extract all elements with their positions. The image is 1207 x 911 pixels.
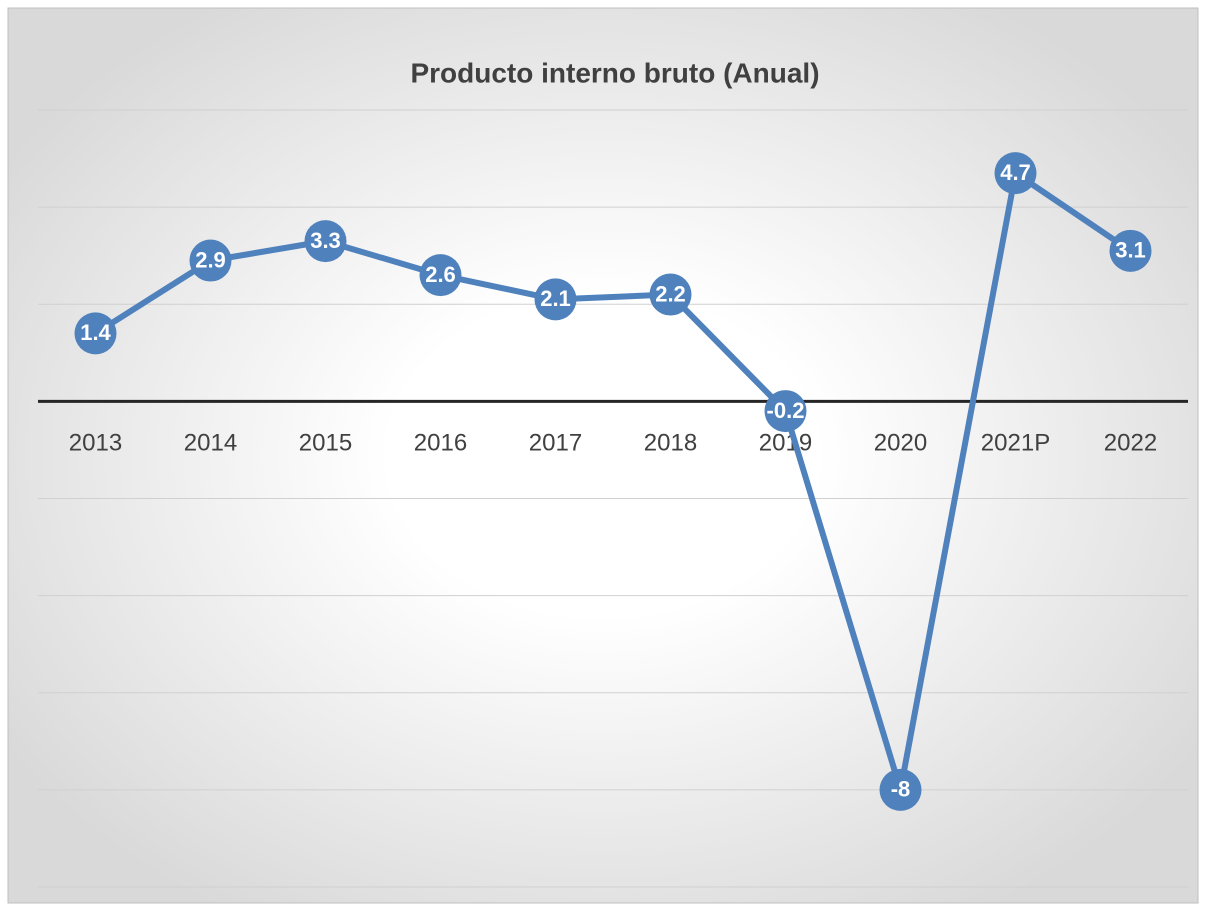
- grid: [38, 109, 1188, 888]
- data-label: -8: [891, 777, 911, 802]
- data-label: 2.1: [540, 286, 571, 311]
- chart-title: Producto interno bruto (Anual): [410, 57, 819, 88]
- data-line: [93, 170, 1133, 793]
- data-point: [534, 278, 577, 321]
- x-tick-label: 2022: [1104, 430, 1157, 457]
- x-labels: 2013 2014 2015 2016 2017 2018 2019 2020 2021P 202…: [69, 430, 1157, 457]
- data-label: 2.2: [655, 281, 686, 306]
- data-point: [994, 152, 1037, 195]
- x-tick-label: 2015: [299, 430, 352, 457]
- data-point: [419, 254, 462, 297]
- x-tick-label: 2019: [759, 430, 812, 457]
- data-point: [189, 239, 232, 282]
- data-label: 2.6: [425, 262, 456, 287]
- data-label: 4.7: [1000, 160, 1031, 185]
- x-tick-label: 2013: [69, 430, 122, 457]
- data-point: [649, 273, 692, 316]
- data-label: -0.2: [767, 398, 805, 423]
- data-label: 1.4: [80, 320, 111, 345]
- chart-frame: [7, 7, 1199, 904]
- x-tick-label: 2017: [529, 430, 582, 457]
- x-tick-label: 2020: [874, 430, 927, 457]
- x-tick-label: 2014: [184, 430, 237, 457]
- data-label: 2.9: [195, 247, 226, 272]
- x-tick-label: 2021P: [981, 430, 1050, 457]
- marks: 1.4 2.9 3.3 2.6 2.1 2.2 -0.2 -8 4.7 3.1: [74, 152, 1152, 811]
- data-point: [304, 220, 347, 263]
- data-point: [879, 768, 922, 811]
- data-label: 3.1: [1115, 238, 1146, 263]
- data-label: 3.3: [310, 228, 341, 253]
- data-point: [764, 390, 807, 433]
- data-point: [1109, 229, 1152, 272]
- x-tick-label: 2016: [414, 430, 467, 457]
- x-tick-label: 2018: [644, 430, 697, 457]
- data-point: [74, 312, 117, 355]
